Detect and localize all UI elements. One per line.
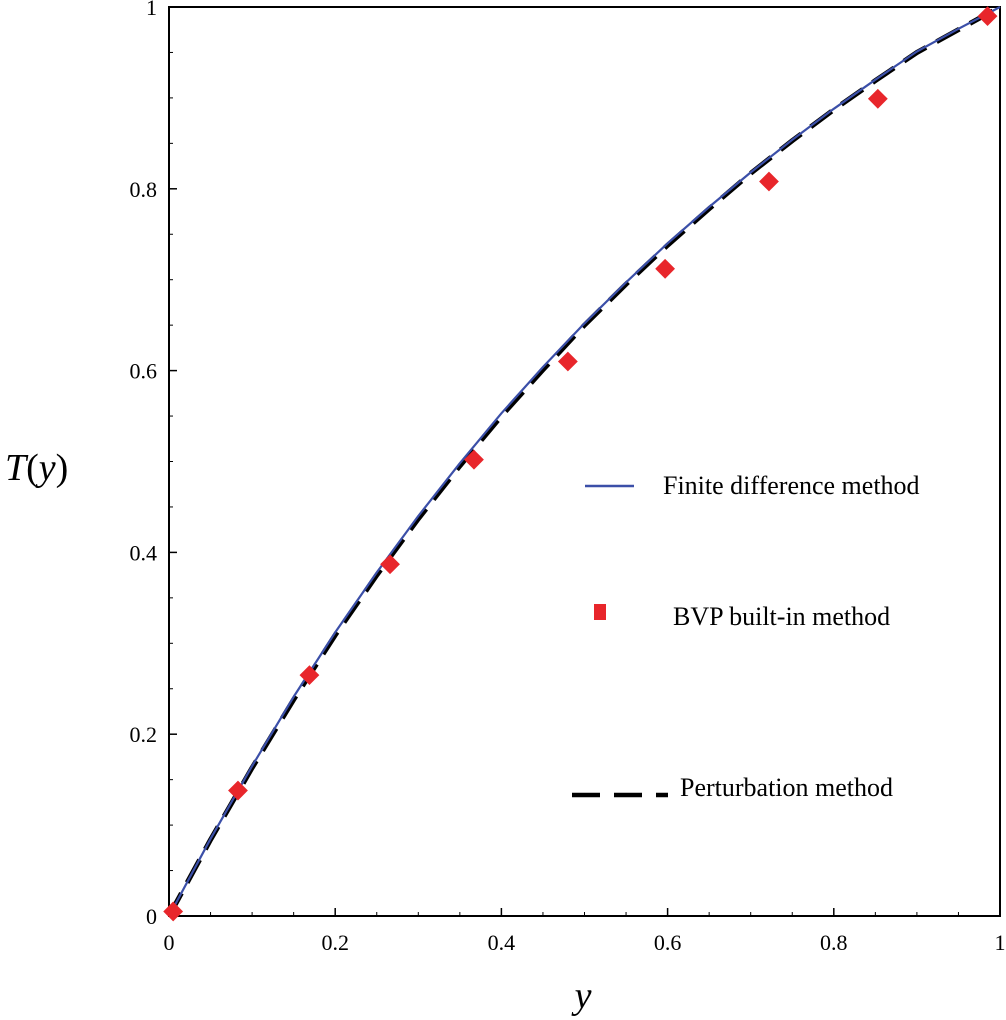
y-tick-label: 0.8 (130, 177, 158, 202)
y-tick-label: 0.4 (130, 540, 158, 565)
bvp-marker (655, 258, 676, 279)
bvp-marker (464, 449, 484, 470)
x-axis-label: y (571, 975, 592, 1017)
y-axis-label-symbol: T (5, 447, 29, 489)
x-tick-label: 0.6 (654, 930, 682, 955)
y-axis-ticks: 0 0.2 0.4 0.6 0.8 1 (130, 0, 177, 929)
legend-swatch-bvp (594, 604, 606, 620)
bvp-marker (299, 665, 320, 686)
bvp-marker (163, 901, 184, 922)
legend-label-bvp: BVP built-in method (673, 602, 890, 631)
bvp-marker (557, 351, 578, 372)
y-axis-label-open: ( (26, 447, 39, 489)
bvp-marker (759, 171, 779, 192)
y-axis-label-close: ) (56, 447, 69, 489)
y-tick-label: 0.6 (130, 359, 158, 384)
legend-label-finite-difference: Finite difference method (663, 471, 920, 500)
x-tick-label: 0.4 (488, 930, 516, 955)
x-tick-label: 0.8 (820, 930, 848, 955)
y-axis-label: T(y) (5, 447, 68, 489)
y-tick-label: 1 (146, 0, 157, 20)
y-tick-label: 0.2 (130, 722, 158, 747)
x-axis-ticks: 0 0.2 0.4 0.6 0.8 1 (164, 908, 1006, 955)
legend: Finite difference method BVP built-in me… (572, 471, 920, 802)
legend-label-perturbation: Perturbation method (680, 773, 893, 802)
x-tick-label: 0 (164, 930, 175, 955)
bvp-marker (380, 554, 400, 575)
y-tick-label: 0 (146, 904, 157, 929)
bvp-marker (867, 88, 888, 109)
y-axis-label-var: y (35, 447, 56, 489)
x-tick-label: 0.2 (321, 930, 349, 955)
x-tick-label: 1 (995, 930, 1006, 955)
